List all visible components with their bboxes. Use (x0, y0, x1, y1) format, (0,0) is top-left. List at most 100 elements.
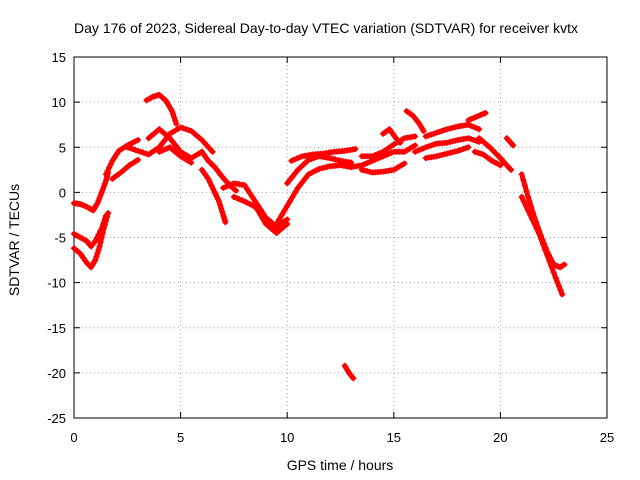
y-axis-label: SDTVAR / TECUs (6, 184, 22, 296)
data-point (92, 238, 99, 245)
grid-lines (74, 57, 607, 418)
data-point (99, 186, 106, 193)
series-track-31 (341, 362, 357, 382)
data-point (561, 261, 568, 268)
data-point (219, 208, 226, 215)
data-point (100, 183, 107, 190)
data-point (101, 221, 108, 228)
data-point (401, 160, 408, 167)
data-point (95, 246, 102, 253)
data-point (233, 187, 240, 194)
series-trace (519, 171, 567, 270)
data-point (465, 144, 472, 151)
data-point (94, 250, 101, 257)
series-track-25 (465, 109, 489, 124)
series-track-5 (109, 156, 141, 182)
data-point (217, 201, 224, 208)
data-point (412, 133, 419, 140)
data-point (286, 176, 293, 183)
series-track-21 (403, 108, 427, 135)
series-track-30 (518, 193, 566, 298)
data-point (284, 180, 291, 187)
data-point (537, 235, 544, 242)
data-point (208, 182, 215, 189)
series-track-15 (273, 142, 419, 227)
data-point (257, 211, 264, 218)
data-point (397, 139, 404, 146)
data-point (482, 109, 489, 116)
data-point (244, 186, 251, 193)
series-track-3 (71, 210, 112, 271)
data-point (104, 167, 111, 174)
y-tick-label: 10 (52, 95, 66, 110)
data-point (542, 246, 549, 253)
data-points (71, 91, 568, 382)
data-point (284, 202, 291, 209)
data-point (170, 111, 177, 118)
x-tick-label: 20 (493, 430, 507, 445)
data-point (535, 229, 542, 236)
series-track-7 (143, 91, 180, 127)
series-track-4 (102, 137, 141, 178)
data-point (222, 219, 229, 226)
data-point (98, 189, 105, 196)
data-point (206, 179, 213, 186)
data-point (96, 243, 103, 250)
data-point (548, 263, 555, 270)
data-point (506, 165, 513, 172)
data-point (526, 199, 533, 206)
data-point (350, 375, 357, 382)
data-point (396, 138, 403, 145)
data-point (172, 117, 179, 124)
data-point (102, 217, 109, 224)
y-tick-label: -5 (54, 231, 66, 246)
series-track-11 (198, 166, 229, 226)
series-track-23 (422, 144, 472, 162)
data-point (531, 220, 538, 227)
plot-border (73, 56, 608, 419)
data-point (99, 229, 106, 236)
series-track-29 (518, 171, 568, 271)
y-tick-label: 5 (59, 140, 66, 155)
data-point (215, 198, 222, 205)
data-point (205, 175, 212, 182)
series-track-24 (422, 121, 483, 140)
data-point (100, 225, 107, 232)
x-axis-label: GPS time / hours (287, 457, 394, 473)
data-point (210, 185, 217, 192)
x-tick-label: 15 (387, 430, 401, 445)
data-point (278, 211, 285, 218)
x-tick-label: 10 (280, 430, 294, 445)
data-point (276, 216, 283, 223)
series-track-26 (476, 135, 515, 173)
data-point (520, 198, 527, 205)
data-point (348, 159, 355, 166)
data-point (352, 146, 359, 153)
data-point (520, 176, 527, 183)
data-point (523, 188, 530, 195)
x-tick-label: 0 (70, 430, 77, 445)
data-point (302, 174, 309, 181)
data-point (420, 128, 427, 135)
data-point (254, 207, 261, 214)
data-point (98, 234, 105, 241)
y-axis: -25 -20 -15 -10 -5 0 5 10 15 (47, 50, 607, 426)
data-point (294, 184, 301, 191)
data-point (105, 210, 112, 217)
data-point (241, 182, 248, 189)
series-track-27 (471, 148, 504, 169)
data-point (518, 193, 525, 200)
series-track-22 (412, 135, 483, 155)
data-point (273, 220, 280, 227)
data-point (289, 173, 296, 180)
series-track-28 (503, 135, 517, 149)
x-tick-label: 25 (600, 430, 614, 445)
series-track-19 (358, 160, 408, 176)
data-point (525, 193, 532, 200)
data-point (171, 114, 178, 121)
data-point (102, 171, 109, 178)
y-tick-label: 0 (59, 185, 66, 200)
data-point (92, 257, 99, 264)
data-point (281, 207, 288, 214)
y-tick-label: -20 (47, 366, 66, 381)
